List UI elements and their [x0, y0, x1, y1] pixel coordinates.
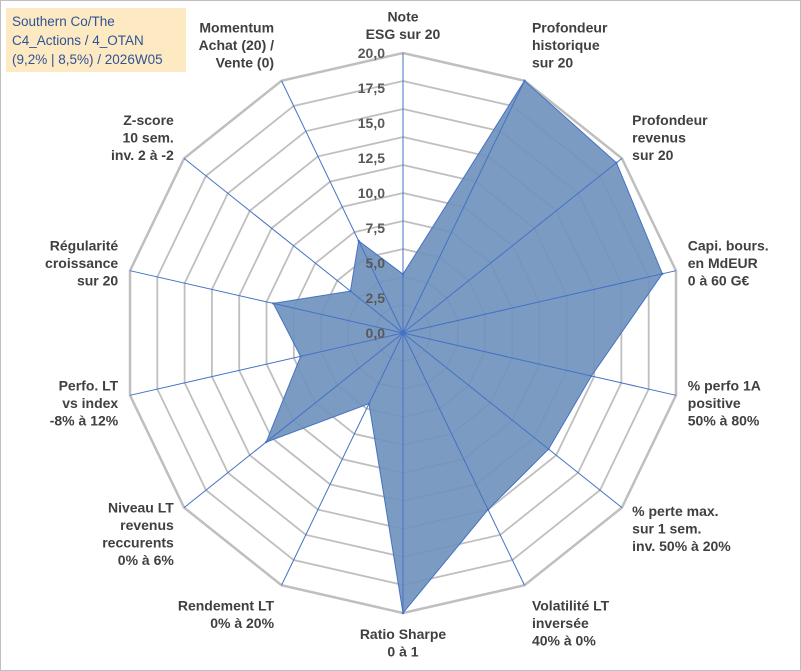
axis-spoke — [281, 80, 404, 334]
axis-label: Profondeur historique sur 20 — [532, 20, 608, 71]
radial-tick-label: 20,0 — [358, 45, 385, 61]
axis-label: % perte max. sur 1 sem. inv. 50% à 20% — [632, 503, 731, 554]
data-point — [401, 611, 405, 615]
axis-spoke — [183, 158, 404, 334]
data-point — [367, 402, 371, 405]
data-point — [272, 302, 275, 305]
radial-tick-label: 7,5 — [366, 220, 386, 236]
axis-label: Régularité croissance sur 20 — [45, 238, 118, 289]
axis-label-line: en MdEUR — [688, 255, 758, 271]
axis-label-line: inv. 50% à 20% — [632, 538, 731, 554]
axis-label-line: historique — [532, 37, 600, 53]
axis-label-line: 50% à 80% — [688, 412, 760, 428]
data-point — [264, 440, 268, 444]
axis-label-line: inversée — [532, 615, 589, 631]
axis-label-line: Capi. bours. — [688, 238, 769, 254]
radial-tick-label: 10,0 — [358, 185, 385, 201]
axis-label-line: sur 1 sem. — [632, 520, 701, 536]
data-point — [547, 447, 550, 451]
axis-label-line: Niveau LT — [108, 500, 174, 516]
axis-spoke — [183, 332, 404, 508]
axis-label-line: % perte max. — [632, 503, 718, 519]
chart-title-line-2: C4_Actions / 4_OTAN — [12, 33, 144, 48]
axis-label-line: Volatilité LT — [532, 597, 610, 613]
axis-label: Profondeur revenus sur 20 — [632, 112, 708, 163]
axis-spoke — [402, 270, 677, 334]
radial-tick-label: 0,0 — [366, 325, 386, 341]
axis-label-line: -8% à 12% — [50, 412, 119, 428]
axis-label-line: ESG sur 20 — [366, 26, 441, 42]
axis-label-line: inv. 2 à -2 — [111, 147, 174, 163]
axis-label-line: 0 à 1 — [387, 644, 418, 660]
axis-label: Capi. bours. en MdEUR 0 à 60 G€ — [688, 238, 769, 289]
data-point — [299, 355, 302, 358]
axis-label-line: Régularité — [50, 238, 119, 254]
axis-label-line: Profondeur — [532, 20, 608, 36]
axis-label-line: Vente (0) — [216, 55, 274, 71]
axis-spoke — [281, 332, 404, 586]
axis-label: % perfo 1A positive 50% à 80% — [688, 377, 761, 428]
data-point — [523, 79, 526, 82]
axis-label-line: sur 20 — [532, 55, 573, 71]
axis-label-line: 40% à 0% — [532, 632, 596, 648]
axis-label-line: Perfo. LT — [59, 377, 119, 393]
axis-label: Note ESG sur 20 — [366, 9, 441, 43]
axis-label: Ratio Sharpe 0 à 1 — [360, 626, 447, 660]
data-point — [486, 508, 490, 511]
axis-spoke — [129, 332, 404, 396]
axis-spoke — [129, 270, 404, 334]
axis-label-line: reccurents — [102, 535, 174, 551]
data-point — [401, 273, 405, 276]
axis-label-line: Note — [387, 9, 418, 25]
data-point — [661, 272, 664, 276]
radial-tick-label: 15,0 — [358, 115, 385, 131]
data-point — [357, 239, 360, 243]
axis-spoke — [402, 158, 623, 334]
axis-label-line: vs index — [62, 395, 118, 411]
axis-label-line: positive — [688, 395, 741, 411]
axis-label-line: 0 à 60 G€ — [688, 273, 750, 289]
radial-tick-label: 12,5 — [358, 150, 385, 166]
chart-title-box: Southern Co/The C4_Actions / 4_OTAN (9,2… — [6, 8, 186, 72]
axis-label-line: Profondeur — [632, 112, 708, 128]
data-point — [349, 289, 352, 293]
axis-label-line: Rendement LT — [178, 597, 275, 613]
axis-spoke — [402, 332, 525, 586]
axis-label-line: Z-score — [123, 112, 174, 128]
axis-label: Rendement LT 0% à 20% — [178, 597, 275, 631]
axis-label-line: revenus — [120, 517, 174, 533]
axis-label-line: sur 20 — [77, 273, 118, 289]
axis-spoke — [402, 332, 623, 508]
chart-title-line-3: (9,2% | 8,5%) / 2026W05 — [12, 52, 163, 67]
axis-label: Niveau LT revenus reccurents 0% à 6% — [102, 500, 174, 569]
axis-label-line: % perfo 1A — [688, 377, 761, 393]
chart-title-line-1: Southern Co/The — [12, 14, 115, 29]
radial-tick-label: 17,5 — [358, 80, 385, 96]
axis-label-line: Momentum — [199, 20, 274, 36]
axis-spoke — [402, 80, 525, 334]
data-point — [590, 374, 593, 378]
axis-label-line: Ratio Sharpe — [360, 626, 447, 642]
axis-label-line: 0% à 20% — [210, 615, 274, 631]
axis-label: Volatilité LT inversée 40% à 0% — [532, 597, 610, 648]
axis-label-line: croissance — [45, 255, 118, 271]
radial-tick-label: 2,5 — [366, 290, 386, 306]
axis-label-line: Achat (20) / — [199, 37, 275, 53]
axis-label: Perfo. LT vs index -8% à 12% — [50, 377, 119, 428]
radial-tick-label: 5,0 — [366, 255, 386, 271]
axis-label-line: revenus — [632, 130, 686, 146]
axis-spoke — [402, 332, 677, 396]
axis-label-line: sur 20 — [632, 147, 673, 163]
axis-label: Momentum Achat (20) / Vente (0) — [199, 20, 275, 71]
axis-label-line: 0% à 6% — [118, 552, 175, 568]
data-point — [615, 161, 618, 164]
axis-label-line: 10 sem. — [122, 130, 173, 146]
axis-label: Z-score 10 sem. inv. 2 à -2 — [111, 112, 174, 163]
